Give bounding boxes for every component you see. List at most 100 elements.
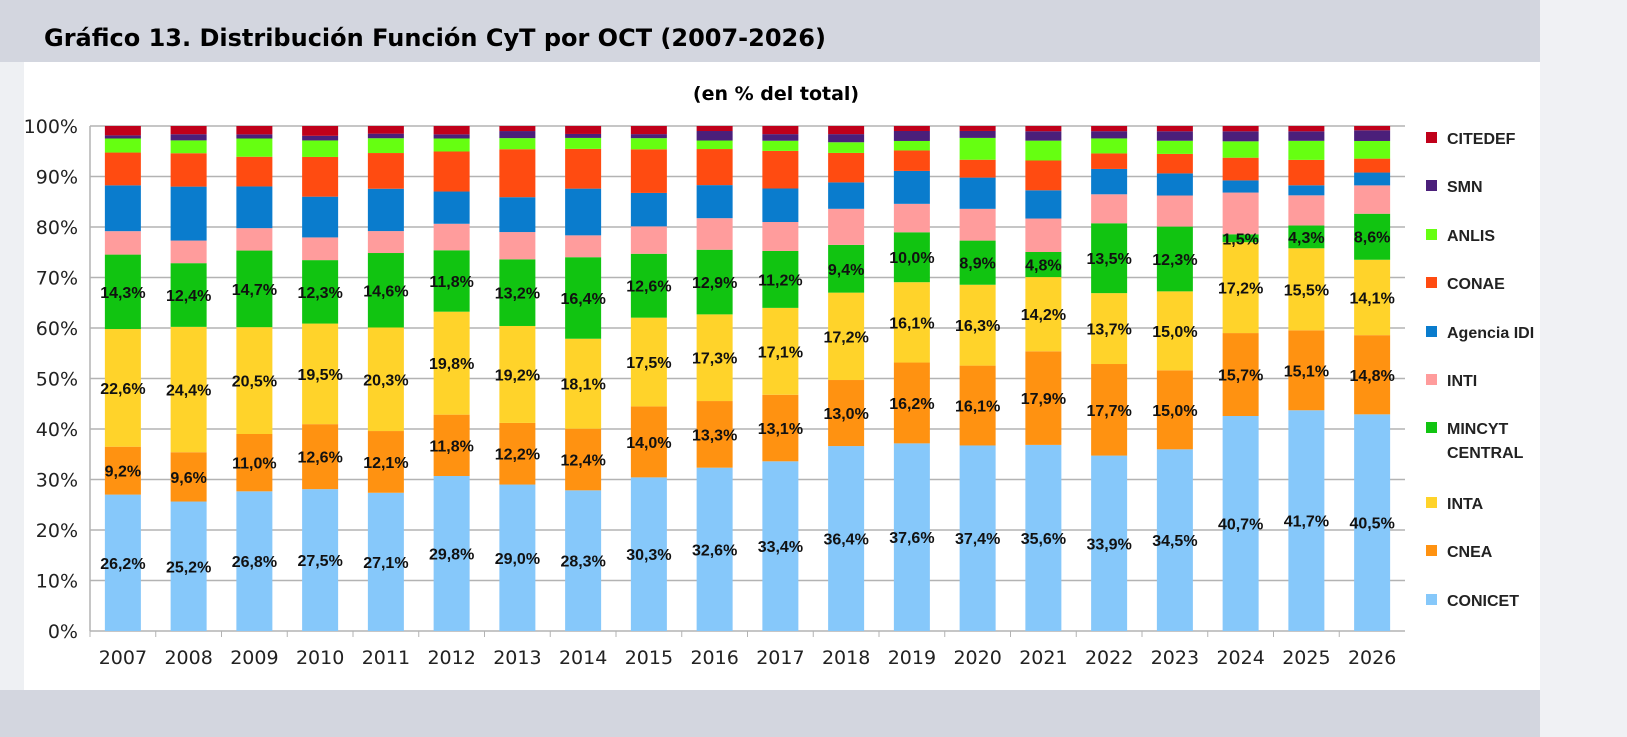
bar-segment-inti — [302, 237, 339, 261]
data-label: 26,2% — [100, 556, 145, 573]
bar-segment-smn — [959, 130, 996, 138]
bar-segment-citedef — [630, 126, 667, 135]
bar-segment-smn — [565, 133, 602, 138]
bar-segment-smn — [1091, 131, 1128, 139]
bar-segment-conae — [1091, 153, 1128, 169]
bar-segment-conae — [302, 156, 339, 197]
data-label: 1,5% — [1222, 231, 1258, 248]
bar-segment-cnea — [630, 406, 667, 478]
x-tick-label: 2009 — [230, 647, 278, 669]
bar-segment-inta — [104, 329, 141, 447]
bar-segment-citedef — [170, 126, 207, 135]
y-tick-label: 60% — [36, 318, 78, 340]
data-label: 10,0% — [889, 250, 934, 267]
bar-segment-conae — [1025, 160, 1062, 191]
bar-segment-smn — [828, 134, 865, 143]
bar-segment-cnea — [170, 452, 207, 502]
legend-swatch — [1426, 180, 1437, 191]
data-label: 28,3% — [560, 554, 605, 571]
bar-segment-agencia-idi — [170, 186, 207, 241]
legend-label: INTA — [1447, 496, 1484, 513]
bar-segment-inta — [367, 327, 404, 432]
data-label: 17,3% — [692, 351, 737, 368]
data-label: 8,9% — [959, 256, 995, 273]
data-label: 16,3% — [955, 318, 1000, 335]
bar-segment-smn — [893, 130, 930, 141]
data-label: 17,5% — [626, 355, 671, 372]
data-label: 4,3% — [1288, 230, 1324, 247]
bar-segment-inti — [1091, 194, 1128, 224]
x-tick-label: 2012 — [427, 647, 475, 669]
bar-segment-agencia-idi — [893, 170, 930, 204]
data-label: 14,1% — [1349, 290, 1394, 307]
data-label: 12,4% — [560, 453, 605, 470]
data-label: 14,0% — [626, 435, 671, 452]
bar-segment-conae — [367, 153, 404, 189]
bar-segment-anlis — [893, 140, 930, 151]
bar-segment-mincyt-central — [170, 263, 207, 327]
gridlines — [90, 125, 1405, 632]
bar-segment-cnea — [499, 422, 536, 485]
bar-segment-mincyt-central — [302, 260, 339, 324]
legend-swatch — [1426, 545, 1437, 556]
bar-segment-inti — [565, 235, 602, 258]
bar-segment-agencia-idi — [433, 191, 470, 224]
data-label: 12,3% — [1152, 252, 1197, 269]
bar-segment-cnea — [959, 365, 996, 446]
data-label: 11,8% — [429, 274, 473, 291]
data-label: 27,1% — [363, 555, 408, 572]
legend-label: MINCYT CENTRAL — [1447, 421, 1524, 462]
bar-segment-conae — [499, 149, 536, 198]
legend-label: SMN — [1447, 179, 1483, 196]
bar-segment-agencia-idi — [236, 186, 273, 229]
data-label: 14,2% — [1021, 307, 1066, 324]
bar-segment-inta — [1288, 248, 1325, 331]
bar-segment-smn — [433, 134, 470, 139]
bar-segment-agencia-idi — [630, 192, 667, 227]
data-label: 15,5% — [1284, 282, 1329, 299]
bar-segment-agencia-idi — [1288, 185, 1325, 196]
bar-segment-cnea — [1025, 351, 1062, 445]
data-label: 12,6% — [626, 279, 671, 296]
data-label: 22,6% — [100, 381, 145, 398]
data-label: 24,4% — [166, 383, 211, 400]
x-tick-label: 2026 — [1348, 647, 1396, 669]
bar-segment-conae — [565, 148, 602, 189]
bar-segment-inti — [236, 228, 273, 251]
bar-segment-citedef — [499, 126, 536, 132]
bar-segment-agencia-idi — [302, 196, 339, 238]
bar-segment-inti — [433, 223, 470, 251]
bar-segment-citedef — [104, 126, 141, 136]
bar-segment-anlis — [565, 137, 602, 149]
bar-segment-conicet — [104, 494, 141, 631]
x-tick-label: 2007 — [99, 647, 147, 669]
bar-segment-citedef — [893, 126, 930, 131]
bar-segment-inta — [630, 317, 667, 407]
data-label: 9,4% — [828, 262, 864, 279]
bar-segment-inta — [433, 311, 470, 415]
bar-segment-citedef — [367, 126, 404, 134]
bar-segment-agencia-idi — [762, 188, 799, 223]
bar-segment-cnea — [1222, 333, 1259, 417]
bar-segment-conicet — [236, 491, 273, 631]
bar-segment-mincyt-central — [630, 253, 667, 318]
bar-segment-cnea — [1156, 370, 1193, 450]
data-label: 18,1% — [560, 377, 605, 394]
bar-segment-inti — [696, 218, 733, 250]
bar-segment-mincyt-central — [236, 250, 273, 328]
data-label: 15,0% — [1152, 324, 1197, 341]
bar-segment-inta — [762, 307, 799, 395]
bar-segment-conicet — [696, 467, 733, 631]
y-tick-label: 0% — [48, 621, 78, 643]
y-tick-label: 100% — [24, 116, 78, 138]
data-label: 11,2% — [758, 272, 802, 289]
title-band — [0, 0, 1540, 62]
bar-segment-mincyt-central — [433, 250, 470, 312]
data-label: 27,5% — [297, 553, 342, 570]
bar-segment-anlis — [1025, 140, 1062, 161]
bar-segment-conicet — [959, 445, 996, 631]
x-tick-label: 2008 — [164, 647, 212, 669]
bar-segment-citedef — [236, 126, 273, 135]
data-label: 41,7% — [1284, 514, 1329, 531]
x-tick-label: 2016 — [690, 647, 738, 669]
